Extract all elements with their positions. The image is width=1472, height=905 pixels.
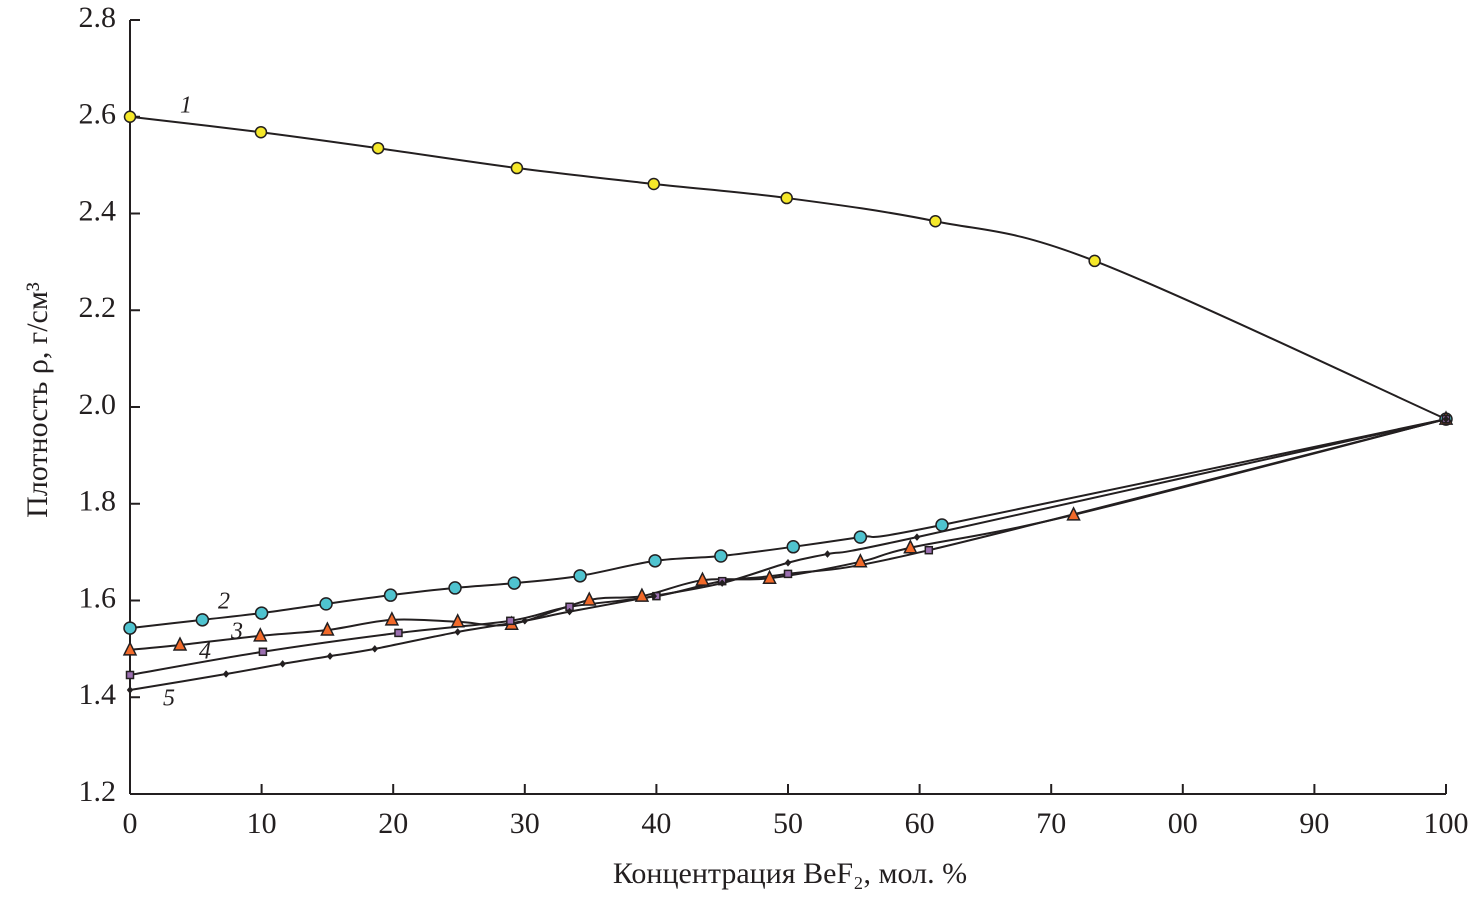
point [634,587,650,602]
point [521,616,529,625]
y-tick-label: 1.4 [79,678,117,711]
point [784,558,792,567]
point [258,647,268,657]
point [1066,506,1081,521]
y-tick-label: 2.8 [79,1,117,34]
y-tick-label: 1.2 [79,775,117,808]
point [253,627,268,642]
series-label: 1 [180,93,192,119]
series-label: 5 [163,686,175,712]
x-tick-label: 50 [773,807,803,840]
point [786,540,801,554]
series-label: 2 [218,589,230,615]
y-tick-label: 2.2 [79,291,117,324]
x-tick-label: 90 [1299,807,1329,840]
point [853,530,868,544]
point [450,613,465,628]
point [371,141,385,155]
point [195,613,210,627]
point [1442,415,1450,423]
point [222,670,230,678]
point [573,569,587,583]
point [326,652,334,661]
point [383,588,398,602]
x-tick-label: 40 [641,807,671,840]
x-tick-label: 70 [1036,807,1066,840]
point [319,597,333,611]
point [123,110,137,123]
point [913,533,921,542]
point [718,579,726,587]
point [903,539,918,554]
point [371,644,379,653]
point [448,581,462,595]
x-tick-label: 30 [510,807,540,840]
point [507,576,522,590]
point [929,214,942,228]
point [506,616,515,626]
point [566,607,573,616]
point [279,659,286,668]
point [125,670,135,680]
point [510,161,524,175]
point [254,606,269,620]
point [384,611,400,626]
x-tick-label: 0 [123,807,138,840]
x-tick-label: 100 [1424,807,1469,840]
point [172,636,188,651]
point [582,591,597,606]
point [935,518,949,532]
point [454,628,462,636]
series-line [129,115,1447,421]
y-tick-label: 1.6 [79,581,117,614]
series-label: 3 [230,619,243,645]
point [780,191,793,205]
point [1088,254,1101,268]
y-tick-label: 2.4 [79,194,117,227]
point [924,545,934,555]
y-tick-label: 2.0 [79,388,117,421]
y-tick-label: 2.6 [79,98,117,131]
series-line [129,418,1447,651]
point [695,571,710,586]
point [783,569,793,579]
x-tick-label: 60 [905,807,935,840]
point [824,550,831,558]
point [853,553,868,568]
point [122,641,138,656]
point [762,569,777,584]
point [254,125,268,139]
series-line [129,418,1447,691]
point [714,549,728,563]
x-tick-label: 20 [378,807,408,840]
x-axis-label: Концентрация BeF₂, мол. % [613,857,967,890]
point [320,621,335,636]
x-tick-label: 00 [1168,807,1198,840]
y-tick-label: 1.8 [79,485,117,518]
point [648,554,662,568]
point [650,592,658,601]
x-tick-label: 10 [247,807,277,840]
point [647,177,661,191]
point [394,628,403,638]
point [126,686,134,694]
point [123,621,137,635]
y-axis-label: Плотность ρ, г/см³ [21,282,54,518]
series-line [129,418,1447,630]
series-label: 4 [199,639,211,665]
